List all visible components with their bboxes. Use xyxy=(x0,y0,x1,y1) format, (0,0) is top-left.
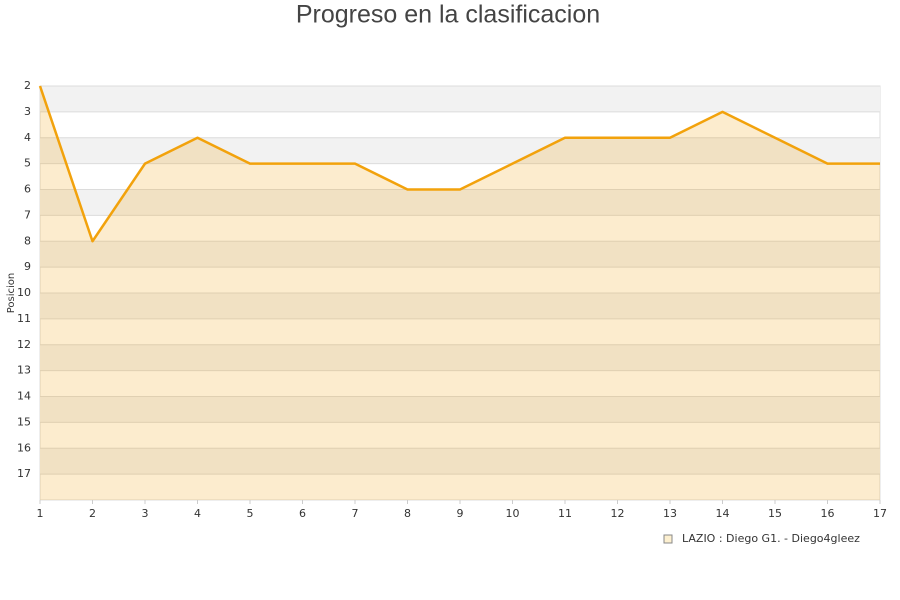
y-tick-label: 17 xyxy=(17,467,31,480)
x-tick-label: 4 xyxy=(194,507,201,520)
plot xyxy=(38,85,880,500)
x-tick-label: 1 xyxy=(37,507,44,520)
x-tick-label: 14 xyxy=(716,507,730,520)
y-tick-label: 11 xyxy=(17,312,31,325)
band xyxy=(40,86,880,112)
line xyxy=(38,85,880,243)
x-tick-label: 10 xyxy=(506,507,520,520)
x-tick-label: 3 xyxy=(142,507,149,520)
bands xyxy=(39,85,881,501)
y-tick-label: 5 xyxy=(24,157,31,170)
x-tick-label: 2 xyxy=(89,507,96,520)
band xyxy=(40,448,880,475)
x-tick-label: 11 xyxy=(558,507,572,520)
band xyxy=(40,344,880,371)
y-tick-label: 9 xyxy=(24,260,31,273)
x-tick-label: 9 xyxy=(457,507,464,520)
y-tick-label: 8 xyxy=(24,234,31,247)
x-tick-label: 13 xyxy=(663,507,677,520)
x-tick-label: 8 xyxy=(404,507,411,520)
area xyxy=(40,86,880,500)
band xyxy=(40,293,880,319)
band xyxy=(40,137,880,164)
legend-swatch xyxy=(663,534,673,544)
legend-label: LAZIO : Diego G1. - Diego4gleez xyxy=(682,532,860,545)
x-tick-label: 15 xyxy=(768,507,782,520)
y-tick-label: 6 xyxy=(24,183,31,196)
y-tick-label: 7 xyxy=(24,208,31,221)
y-tick-label: 12 xyxy=(17,338,31,351)
y-axis-label: Posicion xyxy=(6,273,17,314)
band xyxy=(40,241,880,268)
x-tick-label: 7 xyxy=(352,507,359,520)
chart-title: Progreso en la clasificacion xyxy=(296,1,600,29)
x-tick-label: 6 xyxy=(299,507,306,520)
y-tick-label: 14 xyxy=(17,390,31,403)
y-tick-label: 16 xyxy=(17,441,31,454)
x-tick-label: 17 xyxy=(873,507,887,520)
band xyxy=(40,396,880,423)
y-tick-label: 2 xyxy=(24,79,31,92)
y-tick-label: 15 xyxy=(17,415,31,428)
y-tick-label: 4 xyxy=(24,131,31,144)
x-tick-label: 16 xyxy=(821,507,835,520)
x-tick-label: 12 xyxy=(611,507,625,520)
y-tick-label: 13 xyxy=(17,364,31,377)
band xyxy=(40,189,880,216)
x-tick-label: 5 xyxy=(247,507,254,520)
y-tick-label: 3 xyxy=(24,105,31,118)
y-tick-label: 10 xyxy=(17,286,31,299)
